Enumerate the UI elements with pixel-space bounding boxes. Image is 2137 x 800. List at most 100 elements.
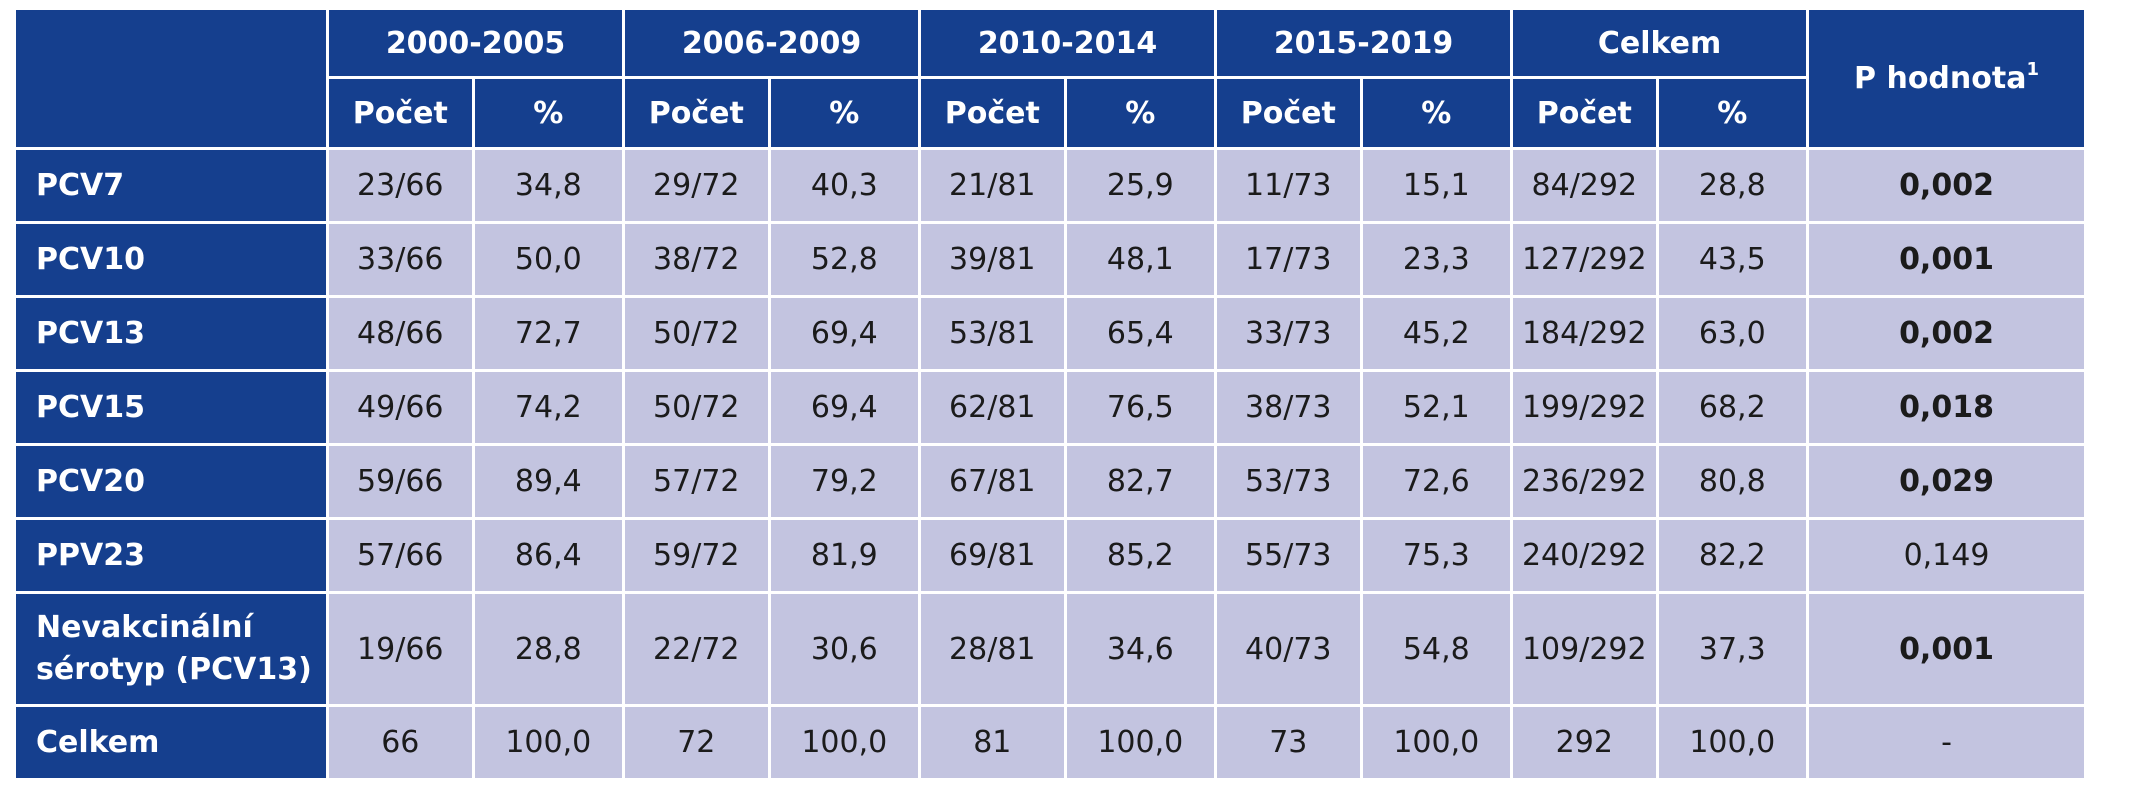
percent-cell: 45,2: [1359, 295, 1514, 372]
count-cell: 17/73: [1214, 221, 1363, 298]
row-label-line: sérotyp (PCV13): [36, 652, 312, 687]
p-value-header-text: P hodnota: [1854, 61, 2027, 96]
table-row: Nevakcinální sérotyp (PCV13) 19/66 28,8 2…: [12, 591, 2087, 707]
percent-cell: 28,8: [1655, 147, 1810, 224]
row-label: PCV15: [12, 369, 330, 446]
period-header: 2000-2005: [326, 7, 626, 79]
percent-cell: 100,0: [1655, 704, 1810, 781]
p-value-header: P hodnota1: [1806, 7, 2087, 150]
count-subheader: Počet: [1214, 76, 1363, 150]
count-cell: 236/292: [1510, 443, 1659, 520]
count-cell: 59/72: [622, 517, 771, 594]
count-cell: 23/66: [326, 147, 475, 224]
header-row-periods: 2000-2005 2006-2009 2010-2014 2015-2019 …: [12, 7, 2087, 150]
percent-cell: 68,2: [1655, 369, 1810, 446]
row-label: PPV23: [12, 517, 330, 594]
percent-cell: 76,5: [1063, 369, 1218, 446]
p-value-cell: 0,001: [1806, 221, 2087, 298]
period-header: 2015-2019: [1214, 7, 1514, 79]
count-cell: 53/73: [1214, 443, 1363, 520]
data-table-container: 2000-2005 2006-2009 2010-2014 2015-2019 …: [12, 7, 2087, 797]
percent-cell: 52,1: [1359, 369, 1514, 446]
p-value-cell: 0,149: [1806, 517, 2087, 594]
percent-cell: 50,0: [471, 221, 626, 298]
count-cell: 292: [1510, 704, 1659, 781]
count-cell: 39/81: [918, 221, 1067, 298]
count-cell: 50/72: [622, 369, 771, 446]
percent-cell: 86,4: [471, 517, 626, 594]
percent-cell: 72,7: [471, 295, 626, 372]
percent-cell: 100,0: [471, 704, 626, 781]
percent-cell: 40,3: [767, 147, 922, 224]
percent-cell: 82,7: [1063, 443, 1218, 520]
count-cell: 38/72: [622, 221, 771, 298]
count-subheader: Počet: [918, 76, 1067, 150]
row-label: PCV7: [12, 147, 330, 224]
count-cell: 199/292: [1510, 369, 1659, 446]
count-subheader: Počet: [326, 76, 475, 150]
p-value-cell: -: [1806, 704, 2087, 781]
count-cell: 127/292: [1510, 221, 1659, 298]
table-row: PCV7 23/66 34,8 29/72 40,3 21/81 25,9 11…: [12, 147, 2087, 224]
percent-cell: 48,1: [1063, 221, 1218, 298]
count-cell: 62/81: [918, 369, 1067, 446]
period-header: 2010-2014: [918, 7, 1218, 79]
percent-cell: 28,8: [471, 591, 626, 707]
percent-cell: 85,2: [1063, 517, 1218, 594]
percent-cell: 15,1: [1359, 147, 1514, 224]
p-value-cell: 0,029: [1806, 443, 2087, 520]
percent-cell: 34,6: [1063, 591, 1218, 707]
percent-subheader: %: [1359, 76, 1514, 150]
period-header: Celkem: [1510, 7, 1810, 79]
percent-subheader: %: [471, 76, 626, 150]
count-cell: 53/81: [918, 295, 1067, 372]
percent-cell: 69,4: [767, 369, 922, 446]
count-cell: 40/73: [1214, 591, 1363, 707]
count-cell: 11/73: [1214, 147, 1363, 224]
percent-subheader: %: [767, 76, 922, 150]
row-label: PCV10: [12, 221, 330, 298]
percent-cell: 100,0: [1359, 704, 1514, 781]
percent-cell: 81,9: [767, 517, 922, 594]
p-value-cell: 0,002: [1806, 295, 2087, 372]
count-cell: 21/81: [918, 147, 1067, 224]
count-cell: 38/73: [1214, 369, 1363, 446]
percent-cell: 75,3: [1359, 517, 1514, 594]
percent-subheader: %: [1655, 76, 1810, 150]
percent-cell: 25,9: [1063, 147, 1218, 224]
p-value-cell: 0,001: [1806, 591, 2087, 707]
count-cell: 48/66: [326, 295, 475, 372]
percent-cell: 69,4: [767, 295, 922, 372]
percent-cell: 100,0: [1063, 704, 1218, 781]
count-cell: 49/66: [326, 369, 475, 446]
row-label: PCV13: [12, 295, 330, 372]
period-header: 2006-2009: [622, 7, 922, 79]
count-cell: 50/72: [622, 295, 771, 372]
count-cell: 57/72: [622, 443, 771, 520]
corner-cell: [12, 7, 330, 150]
count-cell: 29/72: [622, 147, 771, 224]
count-cell: 57/66: [326, 517, 475, 594]
count-cell: 22/72: [622, 591, 771, 707]
p-value-cell: 0,002: [1806, 147, 2087, 224]
count-cell: 59/66: [326, 443, 475, 520]
table-body: PCV7 23/66 34,8 29/72 40,3 21/81 25,9 11…: [12, 147, 2087, 781]
percent-cell: 23,3: [1359, 221, 1514, 298]
percent-cell: 89,4: [471, 443, 626, 520]
percent-cell: 79,2: [767, 443, 922, 520]
serotype-coverage-table: 2000-2005 2006-2009 2010-2014 2015-2019 …: [12, 7, 2087, 781]
percent-cell: 54,8: [1359, 591, 1514, 707]
table-row: PCV13 48/66 72,7 50/72 69,4 53/81 65,4 3…: [12, 295, 2087, 372]
table-row: PPV23 57/66 86,4 59/72 81,9 69/81 85,2 5…: [12, 517, 2087, 594]
count-cell: 28/81: [918, 591, 1067, 707]
count-cell: 73: [1214, 704, 1363, 781]
percent-cell: 30,6: [767, 591, 922, 707]
percent-cell: 63,0: [1655, 295, 1810, 372]
count-cell: 67/81: [918, 443, 1067, 520]
count-cell: 184/292: [1510, 295, 1659, 372]
table-row: PCV10 33/66 50,0 38/72 52,8 39/81 48,1 1…: [12, 221, 2087, 298]
percent-cell: 100,0: [767, 704, 922, 781]
table-row: PCV15 49/66 74,2 50/72 69,4 62/81 76,5 3…: [12, 369, 2087, 446]
percent-cell: 74,2: [471, 369, 626, 446]
count-subheader: Počet: [1510, 76, 1659, 150]
